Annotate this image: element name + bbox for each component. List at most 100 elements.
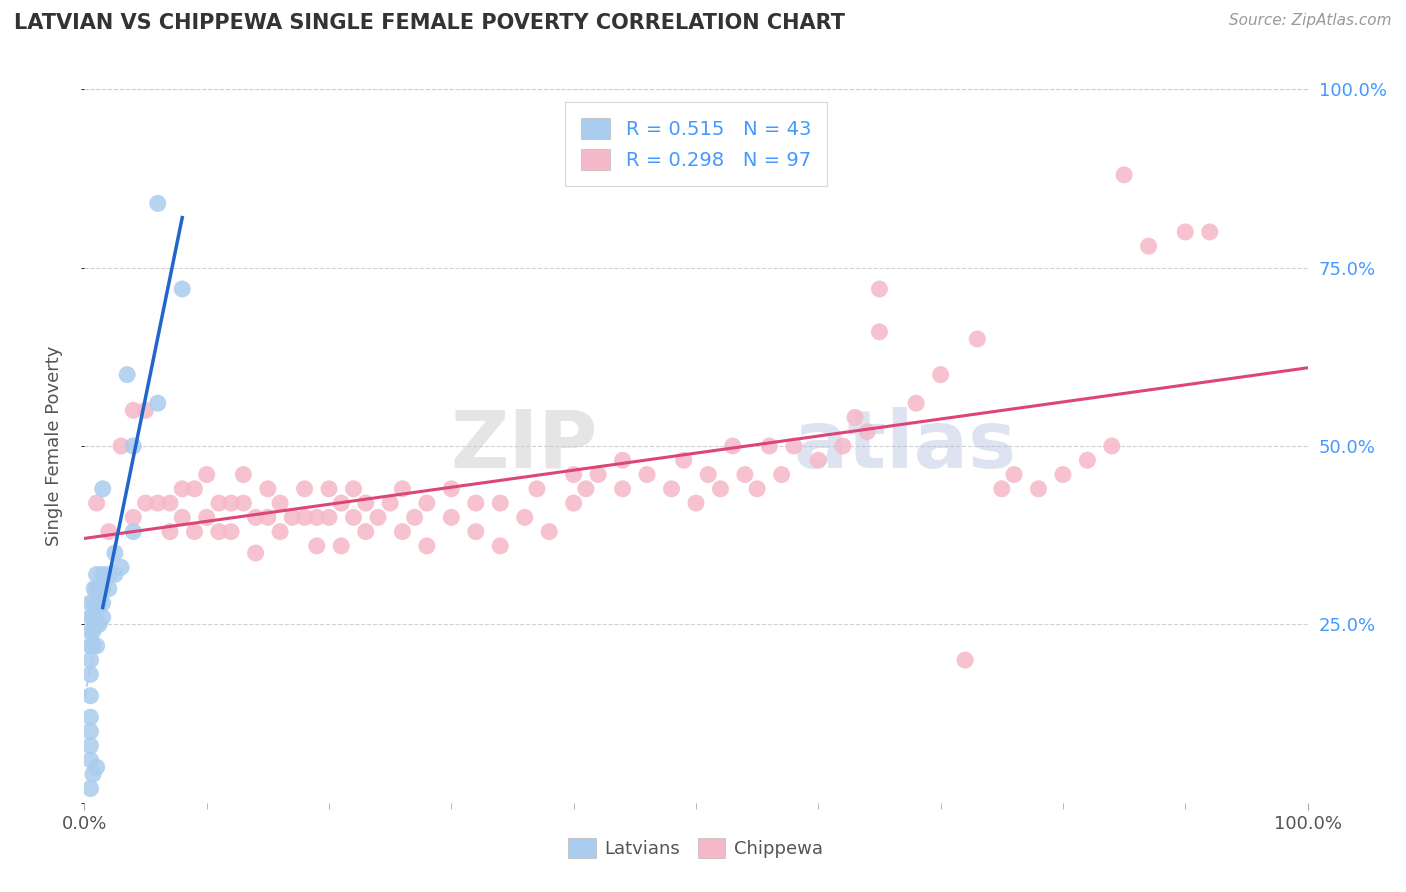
Point xyxy=(86,639,108,653)
Point xyxy=(929,368,952,382)
Point xyxy=(697,467,720,482)
Point xyxy=(122,403,145,417)
Point xyxy=(82,610,104,624)
Point xyxy=(367,510,389,524)
Point xyxy=(747,482,769,496)
Point xyxy=(79,610,101,624)
Point xyxy=(104,567,127,582)
Point xyxy=(104,546,127,560)
Point xyxy=(330,539,353,553)
Point xyxy=(172,482,194,496)
Point xyxy=(79,624,101,639)
Point xyxy=(758,439,780,453)
Point xyxy=(86,582,108,596)
Point xyxy=(953,653,976,667)
Point xyxy=(305,510,328,524)
Point xyxy=(146,196,169,211)
Point xyxy=(79,724,101,739)
Point xyxy=(183,482,205,496)
Point xyxy=(342,510,364,524)
Point xyxy=(380,496,402,510)
Point xyxy=(1101,439,1123,453)
Point xyxy=(172,282,194,296)
Point xyxy=(464,524,486,539)
Point xyxy=(79,739,101,753)
Point xyxy=(82,639,104,653)
Point xyxy=(79,596,101,610)
Point xyxy=(318,510,340,524)
Point xyxy=(79,710,101,724)
Point xyxy=(110,560,132,574)
Point xyxy=(91,482,114,496)
Point xyxy=(1028,482,1050,496)
Point xyxy=(391,482,413,496)
Point xyxy=(612,453,634,467)
Point xyxy=(869,325,891,339)
Point xyxy=(82,624,104,639)
Point xyxy=(115,368,138,382)
Point xyxy=(672,453,695,467)
Point xyxy=(562,467,585,482)
Point xyxy=(232,496,254,510)
Point xyxy=(1174,225,1197,239)
Point xyxy=(1137,239,1160,253)
Point xyxy=(79,689,101,703)
Point xyxy=(281,510,304,524)
Point xyxy=(354,524,377,539)
Point xyxy=(440,510,463,524)
Point xyxy=(636,467,658,482)
Point xyxy=(354,496,377,510)
Point xyxy=(856,425,879,439)
Point xyxy=(208,524,231,539)
Point xyxy=(91,596,114,610)
Point xyxy=(79,639,101,653)
Point xyxy=(416,539,439,553)
Point xyxy=(318,482,340,496)
Point xyxy=(807,453,830,467)
Point xyxy=(122,439,145,453)
Point xyxy=(831,439,853,453)
Point xyxy=(245,546,267,560)
Point xyxy=(257,510,280,524)
Point xyxy=(464,496,486,510)
Point xyxy=(991,482,1014,496)
Point xyxy=(79,781,101,796)
Point xyxy=(83,582,105,596)
Point xyxy=(575,482,598,496)
Point xyxy=(79,753,101,767)
Point xyxy=(79,667,101,681)
Point xyxy=(183,524,205,539)
Point xyxy=(91,582,114,596)
Point xyxy=(416,496,439,510)
Point xyxy=(159,496,181,510)
Point xyxy=(91,567,114,582)
Point xyxy=(97,567,120,582)
Point xyxy=(294,510,316,524)
Point xyxy=(87,617,110,632)
Point xyxy=(82,767,104,781)
Point xyxy=(661,482,683,496)
Point xyxy=(86,567,108,582)
Point xyxy=(391,524,413,539)
Point xyxy=(83,596,105,610)
Point xyxy=(1198,225,1220,239)
Point xyxy=(513,510,536,524)
Point xyxy=(783,439,806,453)
Point xyxy=(269,524,291,539)
Point xyxy=(966,332,988,346)
Point xyxy=(79,653,101,667)
Point xyxy=(86,496,108,510)
Point xyxy=(135,403,157,417)
Point xyxy=(195,467,218,482)
Point xyxy=(91,610,114,624)
Point xyxy=(869,282,891,296)
Point xyxy=(721,439,744,453)
Point xyxy=(1002,467,1025,482)
Point xyxy=(172,510,194,524)
Point xyxy=(526,482,548,496)
Point xyxy=(219,524,242,539)
Point xyxy=(87,582,110,596)
Point xyxy=(709,482,731,496)
Point xyxy=(122,524,145,539)
Point xyxy=(86,617,108,632)
